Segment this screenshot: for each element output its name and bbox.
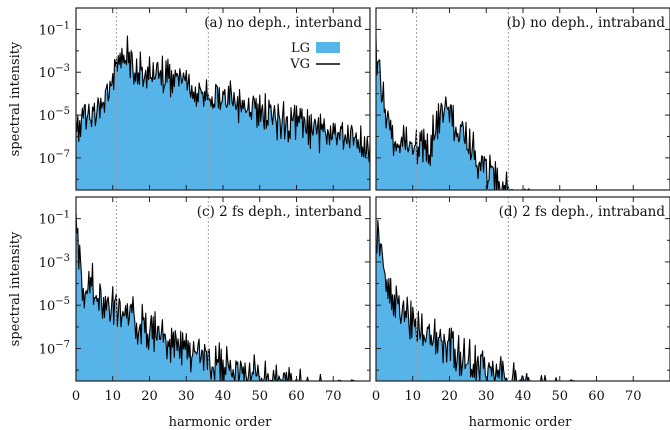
y-tick-label: 10−3 bbox=[39, 253, 70, 271]
x-tick-label: 40 bbox=[215, 389, 232, 404]
series-lg-area bbox=[376, 37, 670, 190]
y-tick-label: 10−1 bbox=[39, 20, 70, 38]
x-axis-label: harmonic order bbox=[169, 415, 272, 430]
x-tick-label: 10 bbox=[104, 389, 121, 404]
series-vg-line bbox=[76, 212, 370, 381]
panel-b: (b) no deph., intraband bbox=[375, 7, 670, 191]
x-tick-label: 20 bbox=[141, 389, 158, 404]
series-lg-area bbox=[76, 213, 370, 381]
x-tick-label: 70 bbox=[625, 389, 642, 404]
x-tick-label: 10 bbox=[404, 389, 421, 404]
panel-label: (c) 2 fs deph., interband bbox=[197, 204, 363, 220]
panel-label: (a) no deph., interband bbox=[204, 15, 362, 31]
legend-label-lg: LG bbox=[291, 41, 310, 56]
series-vg-line bbox=[376, 37, 670, 190]
y-tick-label: 10−5 bbox=[39, 296, 70, 314]
series-lg-area bbox=[76, 33, 370, 190]
panel-c: 10−1 10−3 10−5 10−7 spectral intensity 0 10 20 3… bbox=[8, 196, 371, 430]
x-axis-label: harmonic order bbox=[469, 415, 572, 430]
x-tick-label: 60 bbox=[288, 389, 305, 404]
y-tick-label: 10−7 bbox=[39, 340, 70, 358]
x-tick-label: 30 bbox=[478, 389, 495, 404]
x-tick-label: 20 bbox=[441, 389, 458, 404]
legend-swatch-lg bbox=[316, 42, 340, 53]
x-tick-label: 40 bbox=[515, 389, 532, 404]
legend-label-vg: VG bbox=[289, 57, 310, 72]
x-tick-label: 0 bbox=[372, 389, 380, 404]
series-lg-area bbox=[376, 219, 670, 381]
y-axis-label: spectral intensity bbox=[8, 231, 23, 346]
panel-d: 0 10 20 30 40 50 60 70 harmonic order (d) 2 fs de… bbox=[372, 196, 670, 430]
panel-label: (b) no deph., intraband bbox=[507, 15, 666, 31]
x-tick-label: 60 bbox=[588, 389, 605, 404]
x-tick-label: 50 bbox=[551, 389, 568, 404]
y-axis-label: spectral intensity bbox=[8, 41, 23, 156]
x-tick-label: 0 bbox=[72, 389, 80, 404]
x-tick-label: 50 bbox=[251, 389, 268, 404]
panel-label: (d) 2 fs deph., intraband bbox=[499, 204, 666, 220]
series-vg-line bbox=[76, 35, 370, 163]
y-tick-label: 10−3 bbox=[39, 63, 70, 81]
x-tick-label: 30 bbox=[178, 389, 195, 404]
y-tick-label: 10−5 bbox=[39, 106, 70, 124]
x-tick-label: 70 bbox=[325, 389, 342, 404]
panel-a: 10−1 10−3 10−5 10−7 spectral intensity (a) no… bbox=[8, 7, 371, 191]
y-tick-label: 10−7 bbox=[39, 149, 70, 167]
y-tick-label: 10−1 bbox=[39, 210, 70, 228]
